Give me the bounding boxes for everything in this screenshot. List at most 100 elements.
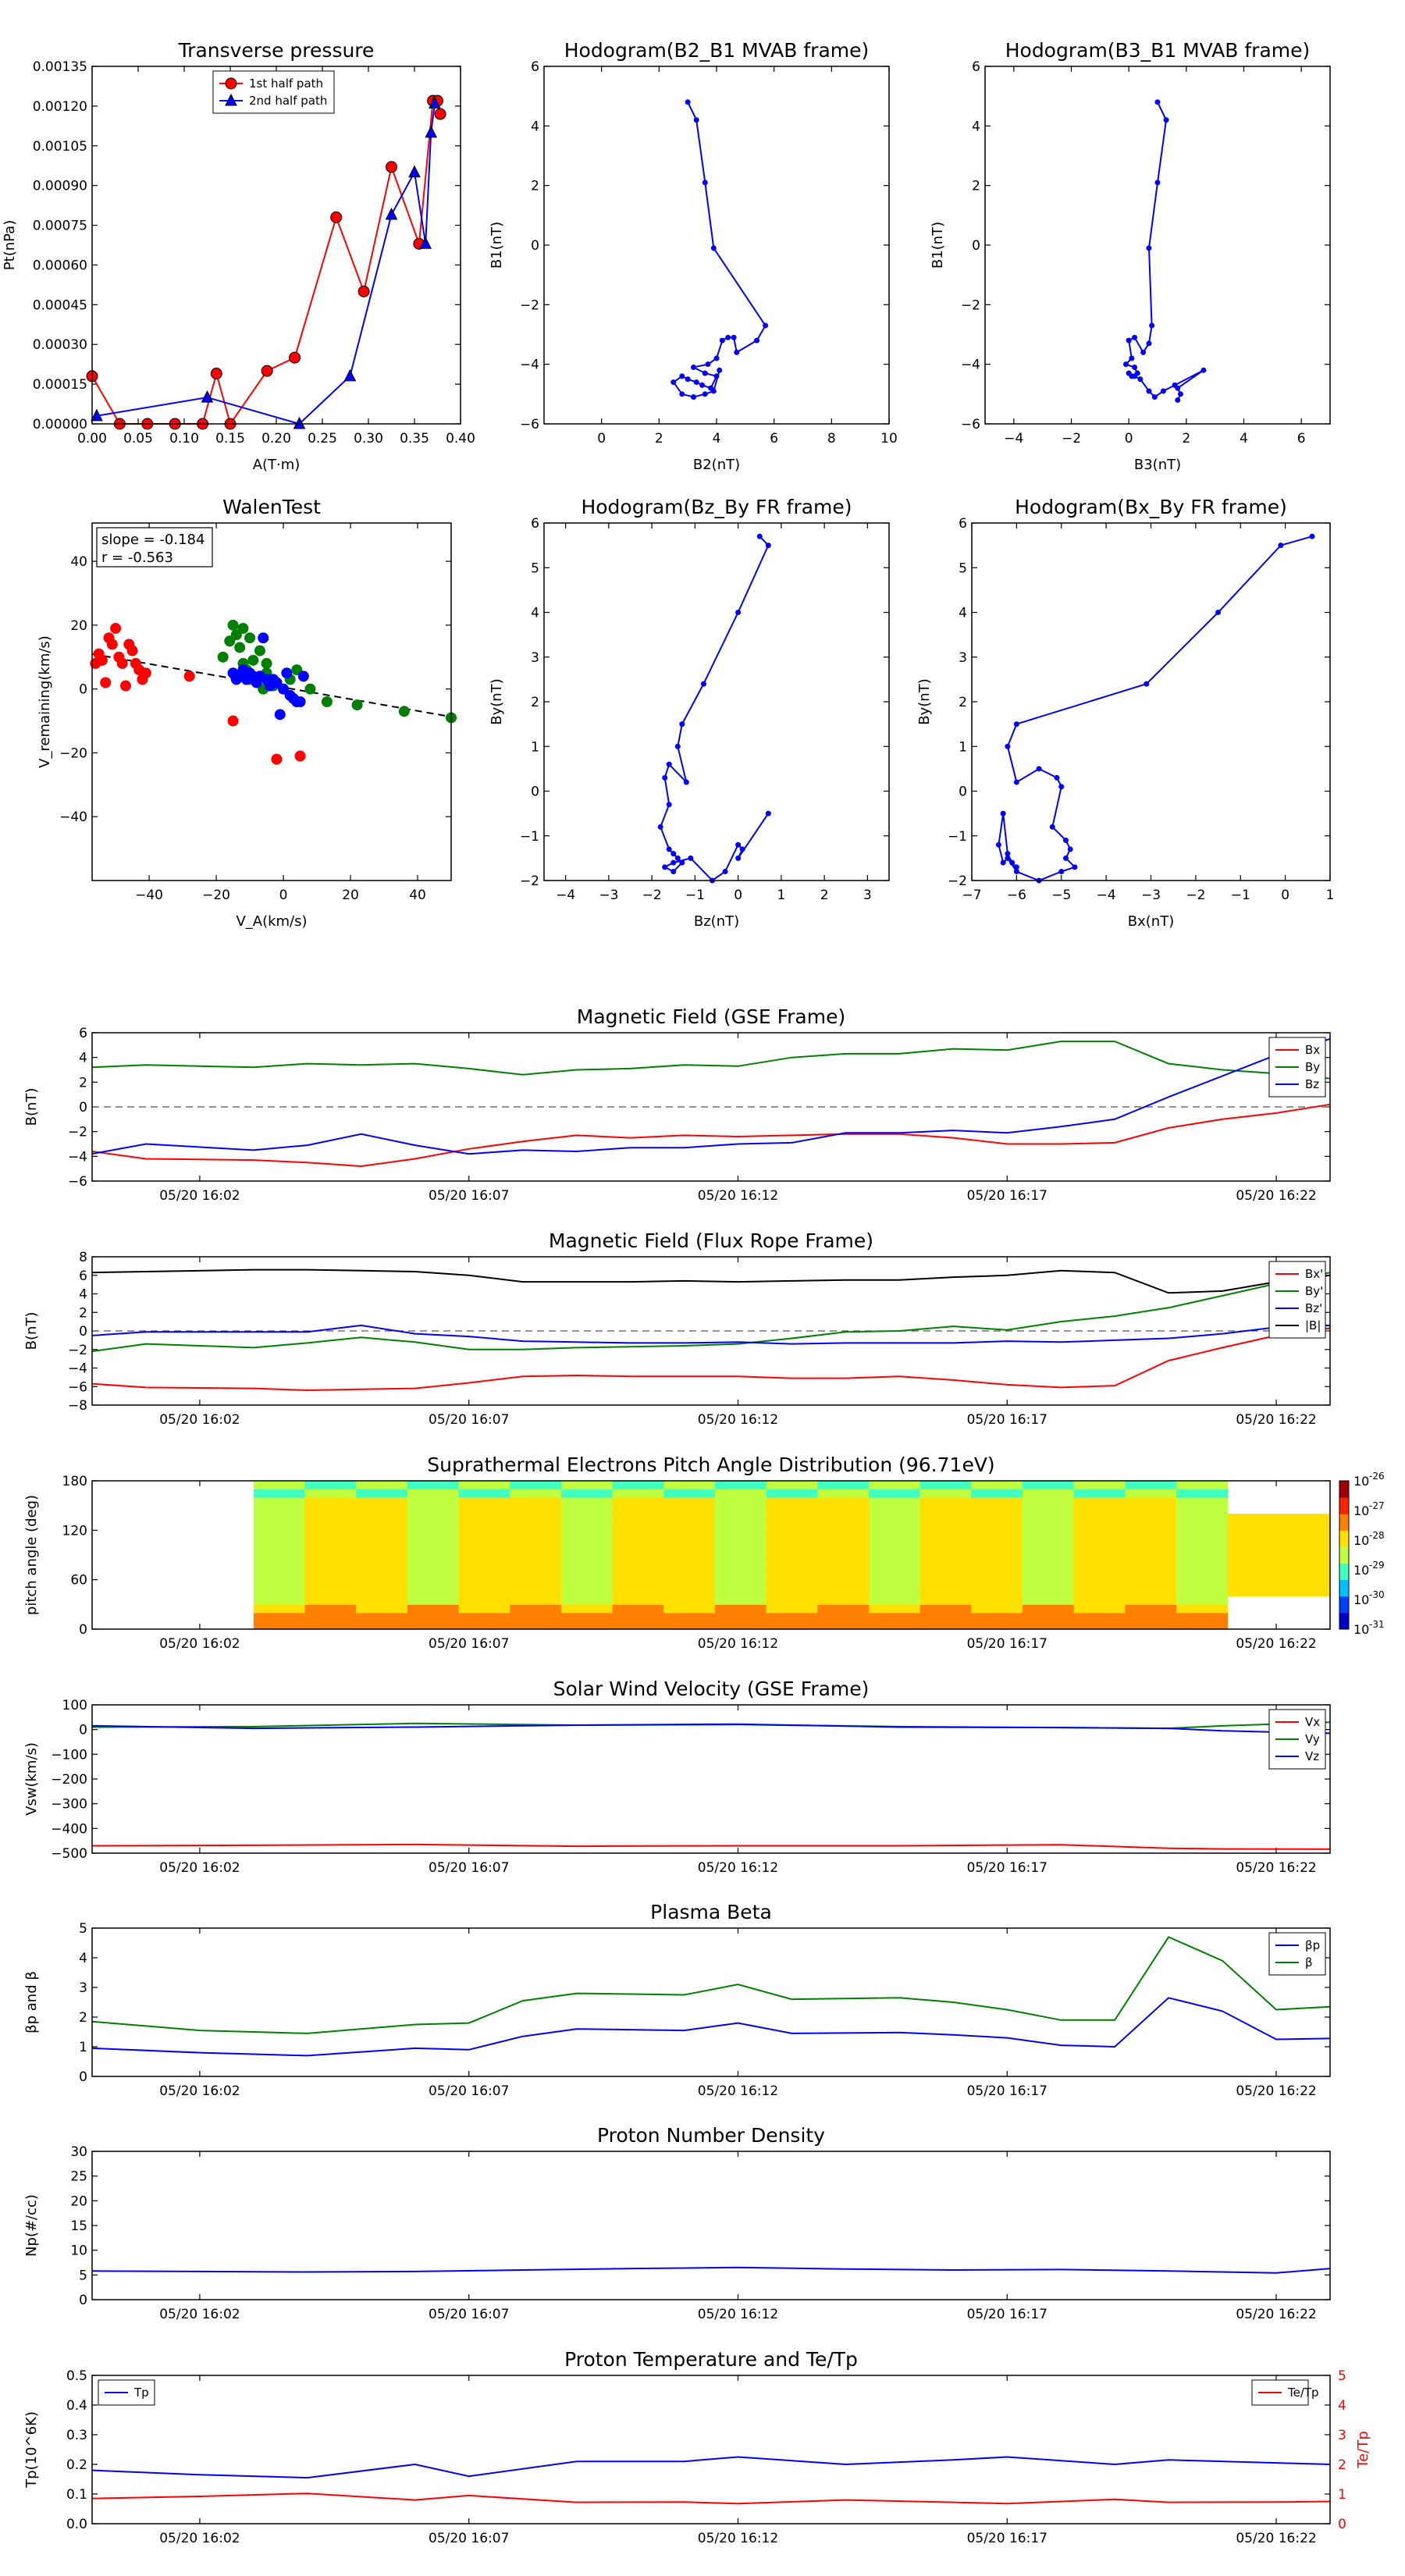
heatmap-cell xyxy=(612,1546,664,1556)
heatmap-cell xyxy=(407,1579,460,1589)
heatmap-cell xyxy=(714,1588,767,1597)
y-axis-label: Tp(10^6K) xyxy=(23,2411,40,2489)
heatmap-cell xyxy=(560,1571,614,1581)
x-tick-label: −20 xyxy=(202,888,230,903)
data-point xyxy=(1005,851,1011,857)
data-point xyxy=(1062,855,1069,861)
y-tick-label: 2 xyxy=(531,179,539,194)
data-point xyxy=(995,841,1001,848)
heatmap-cell xyxy=(1073,1514,1126,1523)
data-point xyxy=(429,96,441,109)
data-point xyxy=(419,237,432,249)
heatmap-cell xyxy=(356,1497,408,1507)
heatmap-cell xyxy=(1176,1521,1229,1531)
data-point xyxy=(1126,337,1132,343)
y-axis-label: Vsw(km/s) xyxy=(23,1742,40,1816)
heatmap-cell xyxy=(971,1604,1023,1614)
chart-title: Hodogram(Bx_By FR frame) xyxy=(1015,496,1287,518)
x-tick-label: 10 xyxy=(880,431,898,447)
colorbar-segment xyxy=(1339,1497,1349,1514)
y-tick-label: 6 xyxy=(531,59,539,75)
heatmap-cell xyxy=(407,1514,460,1523)
heatmap-cell xyxy=(304,1489,357,1498)
chart-pitch_angle: Suprathermal Electrons Pitch Angle Distr… xyxy=(23,1453,1385,1652)
heatmap-cell xyxy=(1176,1604,1229,1614)
heatmap-cell xyxy=(253,1563,306,1572)
heatmap-cell xyxy=(407,1538,460,1547)
data-point xyxy=(674,743,681,749)
y-tick-label: 10 xyxy=(70,2243,87,2259)
heatmap-cell xyxy=(817,1497,870,1507)
heatmap-cell xyxy=(356,1596,408,1605)
colorbar-base: 10 xyxy=(1353,1592,1369,1607)
heatmap-cell xyxy=(510,1505,562,1514)
heatmap-cell xyxy=(1176,1621,1229,1630)
heatmap-cell xyxy=(1176,1497,1229,1507)
data-point xyxy=(699,382,706,388)
heatmap-cell xyxy=(868,1538,921,1547)
heatmap-cell xyxy=(1022,1563,1075,1572)
right-tick-label: 5 xyxy=(1338,2368,1346,2384)
heatmap-cell xyxy=(1176,1505,1229,1514)
colorbar-segment xyxy=(1339,1530,1349,1547)
x-tick-label: 2 xyxy=(820,888,829,903)
data-point xyxy=(1278,543,1284,549)
data-point xyxy=(1146,245,1152,251)
heatmap-cell xyxy=(1022,1514,1075,1523)
y-axis-label: B1(nT) xyxy=(489,222,505,269)
y-axis-label: B1(nT) xyxy=(930,222,946,269)
heatmap-cell xyxy=(1279,1588,1331,1597)
heatmap-cell xyxy=(407,1546,460,1556)
y-tick-label: 2 xyxy=(972,179,980,194)
y-axis-label: βp and β xyxy=(23,1971,40,2033)
data-point xyxy=(1160,388,1166,394)
y-tick-label: 0.00030 xyxy=(33,337,87,353)
heatmap-cell xyxy=(612,1571,664,1581)
data-point xyxy=(754,337,760,343)
heatmap-cell xyxy=(663,1514,716,1523)
y-tick-label: 0 xyxy=(79,1100,87,1115)
heatmap-cell xyxy=(560,1596,614,1605)
colorbar-base: 10 xyxy=(1353,1622,1369,1637)
heatmap-cell xyxy=(714,1538,767,1547)
y-tick-label: 4 xyxy=(531,119,539,134)
heatmap-cell xyxy=(663,1579,716,1589)
heatmap-cell xyxy=(766,1489,818,1498)
heatmap-cell xyxy=(510,1612,562,1621)
heatmap-cell xyxy=(560,1546,614,1556)
data-point xyxy=(91,408,103,422)
data-point xyxy=(321,696,333,707)
heatmap-cell xyxy=(919,1489,972,1498)
heatmap-cell xyxy=(868,1563,921,1572)
y-tick-label: 40 xyxy=(70,554,87,570)
heatmap-cell xyxy=(919,1563,972,1572)
heatmap-cell xyxy=(663,1555,716,1564)
heatmap-cell xyxy=(714,1481,767,1490)
heatmap-cell xyxy=(510,1604,562,1614)
data-point xyxy=(201,390,214,403)
heatmap-cell xyxy=(253,1579,306,1589)
heatmap-cell xyxy=(458,1521,510,1531)
heatmap-cell xyxy=(612,1604,664,1614)
series-line xyxy=(91,1041,1331,1080)
heatmap-cell xyxy=(458,1555,510,1564)
heatmap-cell xyxy=(1022,1505,1075,1514)
y-tick-label: 3 xyxy=(79,1980,87,1996)
heatmap-cell xyxy=(971,1555,1023,1564)
heatmap-cell xyxy=(1125,1505,1177,1514)
data-point xyxy=(293,416,306,429)
y-tick-label: 0.00000 xyxy=(33,417,87,432)
heatmap-cell xyxy=(868,1530,921,1539)
x-tick-label: 05/20 16:22 xyxy=(1236,1860,1316,1876)
heatmap-cell xyxy=(356,1555,408,1564)
heatmap-cell xyxy=(458,1530,510,1539)
data-point xyxy=(425,125,438,138)
heatmap-cell xyxy=(971,1596,1023,1605)
heatmap-cell xyxy=(560,1621,614,1630)
heatmap-cell xyxy=(766,1514,818,1523)
y-tick-label: 0.00015 xyxy=(33,377,87,393)
heatmap-cell xyxy=(868,1604,921,1614)
data-point xyxy=(1132,334,1138,340)
heatmap-cell xyxy=(1125,1489,1177,1498)
y-tick-label: 2 xyxy=(79,1075,87,1091)
